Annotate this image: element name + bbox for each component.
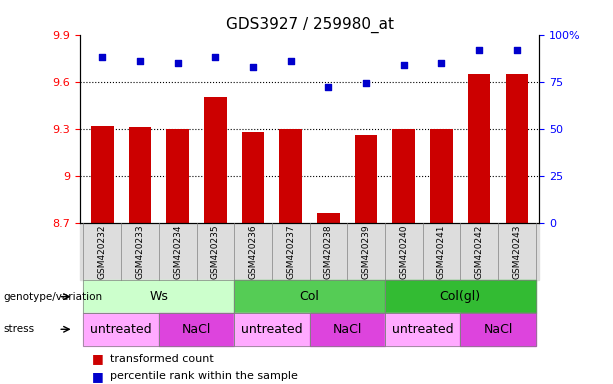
Text: untreated: untreated bbox=[392, 323, 454, 336]
Point bbox=[286, 58, 295, 64]
Text: GSM420238: GSM420238 bbox=[324, 224, 333, 279]
Bar bbox=[129, 127, 151, 223]
Bar bbox=[430, 129, 453, 223]
Bar bbox=[392, 129, 415, 223]
Text: NaCl: NaCl bbox=[483, 323, 512, 336]
Text: Ws: Ws bbox=[150, 290, 168, 303]
Bar bbox=[506, 74, 528, 223]
Text: untreated: untreated bbox=[90, 323, 152, 336]
Text: transformed count: transformed count bbox=[110, 354, 214, 364]
Text: Col(gl): Col(gl) bbox=[440, 290, 481, 303]
Bar bbox=[468, 74, 490, 223]
Point bbox=[512, 46, 522, 53]
Point bbox=[173, 60, 183, 66]
Title: GDS3927 / 259980_at: GDS3927 / 259980_at bbox=[226, 17, 394, 33]
Text: GSM420242: GSM420242 bbox=[474, 224, 484, 279]
Point bbox=[324, 84, 333, 90]
Bar bbox=[317, 213, 340, 223]
Text: GSM420235: GSM420235 bbox=[211, 224, 220, 279]
Bar bbox=[242, 132, 264, 223]
Point bbox=[210, 54, 220, 60]
Text: stress: stress bbox=[3, 324, 34, 334]
Text: NaCl: NaCl bbox=[182, 323, 211, 336]
Point bbox=[135, 58, 145, 64]
Text: genotype/variation: genotype/variation bbox=[3, 291, 102, 302]
Bar bbox=[355, 135, 378, 223]
Point bbox=[248, 63, 258, 70]
Text: GSM420240: GSM420240 bbox=[399, 224, 408, 279]
Bar bbox=[280, 129, 302, 223]
Text: GSM420233: GSM420233 bbox=[135, 224, 145, 279]
Point bbox=[436, 60, 446, 66]
Text: ■: ■ bbox=[92, 370, 104, 383]
Text: NaCl: NaCl bbox=[333, 323, 362, 336]
Point bbox=[361, 80, 371, 86]
Text: Col: Col bbox=[300, 290, 319, 303]
Bar bbox=[91, 126, 113, 223]
Point bbox=[474, 46, 484, 53]
Text: percentile rank within the sample: percentile rank within the sample bbox=[110, 371, 298, 381]
Text: GSM420241: GSM420241 bbox=[437, 224, 446, 279]
Text: GSM420232: GSM420232 bbox=[98, 224, 107, 279]
Text: GSM420243: GSM420243 bbox=[512, 224, 521, 279]
Point bbox=[399, 61, 409, 68]
Text: GSM420239: GSM420239 bbox=[362, 224, 371, 279]
Bar bbox=[204, 97, 227, 223]
Text: GSM420236: GSM420236 bbox=[248, 224, 257, 279]
Text: GSM420234: GSM420234 bbox=[173, 224, 182, 279]
Point bbox=[97, 54, 107, 60]
Text: ■: ■ bbox=[92, 353, 104, 366]
Text: GSM420237: GSM420237 bbox=[286, 224, 295, 279]
Text: untreated: untreated bbox=[241, 323, 303, 336]
Bar bbox=[166, 129, 189, 223]
